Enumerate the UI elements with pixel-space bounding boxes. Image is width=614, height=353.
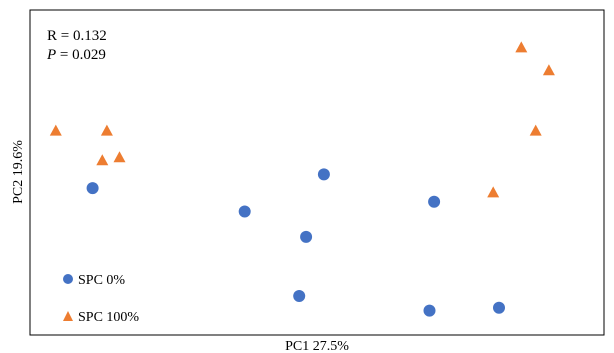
point-spc-0-7 [423, 304, 436, 317]
legend-marker-spc-0 [63, 274, 73, 284]
point-spc-100-1 [49, 124, 62, 136]
plot-area-border [29, 9, 605, 336]
point-spc-0-1 [86, 182, 99, 195]
p-symbol: P [46, 47, 56, 63]
point-spc-0-8 [493, 301, 505, 314]
y-axis-label: PC2 19.6% [11, 140, 26, 204]
data-points [49, 41, 555, 317]
legend-label-spc-0: SPC 0% [78, 273, 125, 288]
point-spc-0-2 [238, 205, 251, 218]
p-value: = 0.029 [56, 47, 106, 63]
r-statistic: R = 0.132 [47, 28, 107, 44]
point-spc-0-6 [428, 195, 441, 208]
p-statistic: P = 0.029 [46, 47, 106, 63]
point-spc-100-3 [100, 124, 113, 136]
point-spc-100-7 [529, 124, 542, 136]
point-spc-0-5 [293, 290, 306, 302]
point-spc-100-8 [542, 64, 555, 76]
legend-marker-spc-100 [63, 311, 73, 321]
point-spc-0-3 [317, 168, 330, 181]
point-spc-100-6 [515, 41, 528, 53]
legend-label-spc-100: SPC 100% [78, 310, 139, 325]
point-spc-0-4 [300, 230, 313, 243]
point-spc-100-2 [96, 154, 109, 166]
point-spc-100-4 [113, 151, 126, 163]
point-spc-100-5 [487, 186, 500, 198]
legend: SPC 0% SPC 100% [63, 273, 139, 325]
x-axis-label: PC1 27.5% [285, 339, 349, 353]
